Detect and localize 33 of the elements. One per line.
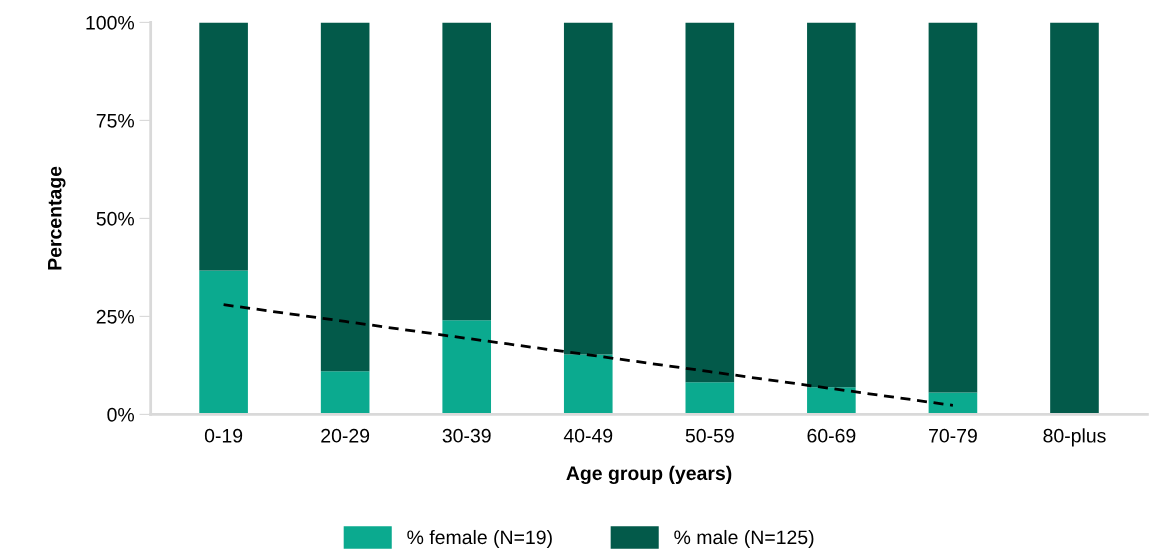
x-tick-label: 80-plus (1043, 428, 1106, 447)
bar (563, 354, 613, 415)
bar (442, 320, 492, 415)
x-tick-label: 70-79 (929, 428, 977, 443)
y-tick-label: 100% (86, 15, 135, 30)
y-tick-label: 0% (107, 407, 135, 422)
bar (807, 387, 856, 415)
x-tick-label: 40-49 (563, 428, 613, 443)
line-series (222, 303, 955, 407)
bar (563, 22, 613, 355)
bar (199, 22, 248, 271)
bar (1050, 22, 1099, 415)
y-tick-label: 25% (96, 309, 135, 324)
legend-label: % female (N=19) (407, 529, 552, 549)
x-tick-label: 0-19 (204, 428, 243, 443)
bar (685, 22, 735, 383)
bar (928, 392, 978, 415)
x-tick-label: 60-69 (807, 428, 856, 443)
bar (320, 371, 370, 415)
x-tick-label: 20-29 (321, 428, 370, 443)
bar (320, 22, 370, 372)
bar (807, 22, 856, 388)
legend-label: % male (N=125) (674, 529, 814, 549)
y-tick-label: 50% (96, 211, 135, 226)
x-axis-title: Age group (years) (566, 465, 732, 485)
bar (199, 270, 248, 415)
bar (685, 382, 735, 415)
y-axis-title: Percentage (48, 166, 66, 270)
x-tick-label: 50-59 (685, 428, 734, 443)
bar (928, 22, 978, 393)
y-tick-label: 75% (96, 113, 135, 128)
x-tick-label: 30-39 (442, 428, 491, 443)
bar (442, 22, 492, 321)
